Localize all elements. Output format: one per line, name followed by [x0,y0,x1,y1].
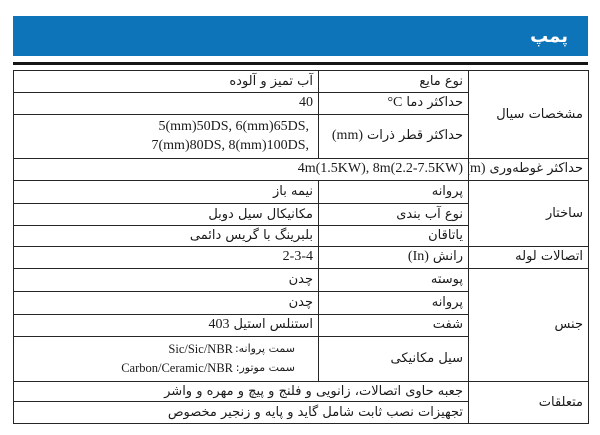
table-row: تجهیزات نصب ثابت شامل گاید و پایه و زنجی… [13,401,589,425]
table-row: سیل مکانیکی سمت پروانه: Sic/Sic/NBR سمت … [13,335,589,382]
category-cell-pipe: اتصالات لوله [468,245,589,269]
header-divider [13,62,588,65]
table-row: یاتاقان بلبرینگ با گریس دائمی [13,224,589,247]
category-label: مشخصات سیال [496,106,583,122]
category-label: اتصالات لوله [515,249,583,265]
table-row: متعلقات جعبه حاوی اتصالات، زانویی و فلنج… [13,380,589,425]
seal-motor-side: سمت موتور: Carbon/Ceramic/NBR [121,360,295,375]
param-cell-particle-diameter: حداکثر قطر ذرات(mm) [318,113,469,159]
param-cell-mechanical-seal: سیل مکانیکی [318,335,469,382]
pump-spec-table: مشخصات سیال نوع مایع آب تمیز و آلوده حدا… [13,70,589,425]
param-cell-shaft: شفت [318,313,469,337]
value-cell-fittings-box: جعبه حاوی اتصالات، زانویی و فلنج و پیچ و… [13,380,469,403]
param-cell-impeller-material: پروانه [318,290,469,315]
value-cell-particle-diameter: 5(mm)50DS, 6(mm)65DS, 7(mm)80DS, 8(mm)10… [13,113,319,159]
value-cell-shaft: استنلس استیل403 [13,313,319,337]
param-cell-liquid-type: نوع مایع [318,70,469,93]
value-cell-submersion: 4m(1.5KW), 8m(2.2-7.5KW) [13,157,469,181]
param-cell-impeller: پروانه [318,179,469,204]
table-row: اتصالات لوله رانش(In) 2-3-4 [13,245,589,269]
param-cell-max-temp: حداکثر دما°C [318,92,469,115]
value-cell-bearing: بلبرینگ با گریس دائمی [13,224,319,247]
category-cell-structure: ساختار [468,179,589,247]
table-row: پروانه چدن [13,290,589,315]
value-cell-max-temp: 40 [13,92,319,115]
table-row: حداکثر غوطه‌وری(m) 4m(1.5KW), 8m(2.2-7.5… [13,157,589,181]
table-row: ساختار پروانه نیمه باز [13,179,589,247]
value-cell-discharge: 2-3-4 [13,245,319,269]
category-label: متعلقات [538,394,583,410]
value-cell-mechanical-seal: سمت پروانه: Sic/Sic/NBR سمت موتور: Carbo… [13,335,319,382]
value-cell-impeller: نیمه باز [13,179,319,204]
table-row: نوع آب بندی مکانیکال سیل دوبل [13,202,589,226]
category-cell-fluid: مشخصات سیال [468,70,589,159]
param-cell-casing: پوسته [318,267,469,292]
value-cell-sealing-type: مکانیکال سیل دوبل [13,202,319,226]
category-cell-material: جنس [468,267,589,382]
value-cell-installation-kit: تجهیزات نصب ثابت شامل گاید و پایه و زنجی… [13,401,469,425]
category-cell-accessories: متعلقات [468,380,589,425]
param-cell-sealing-type: نوع آب بندی [318,202,469,226]
value-cell-impeller-material: چدن [13,290,319,315]
value-cell-liquid-type: آب تمیز و آلوده [13,70,319,93]
param-cell-discharge: رانش(In) [318,245,469,269]
category-label: جنس [554,316,583,332]
table-row: شفت استنلس استیل403 [13,313,589,337]
value-cell-casing: چدن [13,267,319,292]
seal-impeller-side: سمت پروانه: Sic/Sic/NBR [168,341,295,356]
page-header-bar: پمپ [13,16,588,56]
table-row: مشخصات سیال نوع مایع آب تمیز و آلوده [13,70,589,159]
category-label: ساختار [545,205,583,221]
category-cell-submersion: حداکثر غوطه‌وری(m) [468,157,589,181]
table-row: جنس پوسته چدن [13,267,589,382]
table-row: حداکثر قطر ذرات(mm) 5(mm)50DS, 6(mm)65DS… [13,113,589,159]
table-row: حداکثر دما°C 40 [13,92,589,115]
param-cell-bearing: یاتاقان [318,224,469,247]
page-title: پمپ [530,25,568,47]
